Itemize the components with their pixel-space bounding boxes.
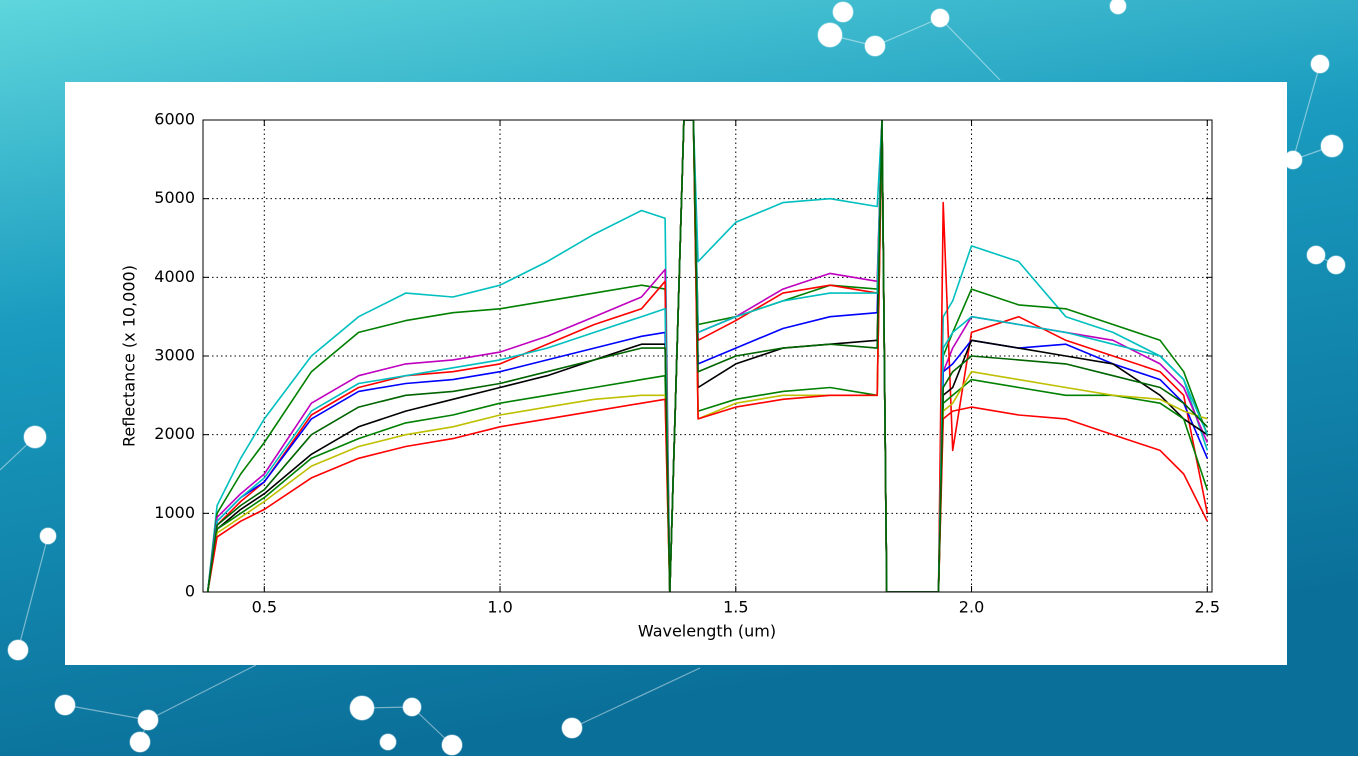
x-tick-label: 1.5 xyxy=(723,598,748,617)
x-tick-label: 2.5 xyxy=(1195,598,1220,617)
plot-lines xyxy=(206,120,1209,592)
y-tick-label: 3000 xyxy=(154,346,195,365)
x-axis-label: Wavelength (um) xyxy=(638,622,776,641)
y-tick-label: 4000 xyxy=(154,267,195,286)
y-tick-label: 2000 xyxy=(154,424,195,443)
axis-labels: 0 1000 2000 3000 4000 5000 6000 0.5 1.0 1.5 2.0 2.5 xyxy=(154,110,1220,617)
y-axis-label: Reflectance (x 10,000) xyxy=(120,265,139,447)
y-tick-label: 0 xyxy=(185,582,195,601)
spectrum-line xyxy=(206,120,1209,592)
y-tick-label: 6000 xyxy=(154,110,195,129)
y-tick-label: 1000 xyxy=(154,503,195,522)
spectrum-line xyxy=(206,120,1208,592)
x-tick-label: 1.0 xyxy=(487,598,512,617)
plot-frame xyxy=(202,119,1213,593)
x-tick-label: 2.0 xyxy=(959,598,984,617)
x-tick-label: 0.5 xyxy=(252,598,277,617)
y-tick-label: 5000 xyxy=(154,188,195,207)
spectrum-line xyxy=(206,120,1209,592)
